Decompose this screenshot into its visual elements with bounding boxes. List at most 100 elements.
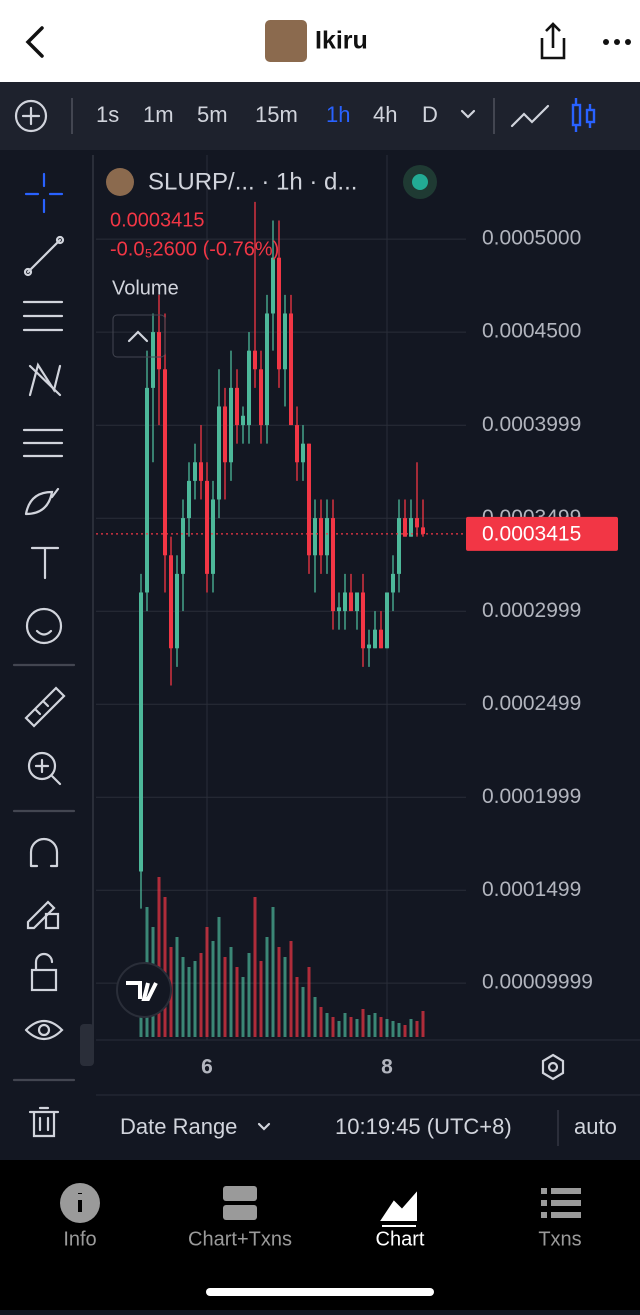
header-title: Ikiru xyxy=(315,27,368,55)
interval-dropdown[interactable] xyxy=(460,109,476,119)
volume-bar xyxy=(271,907,275,1037)
candle-body xyxy=(253,350,257,370)
header-bar xyxy=(0,0,640,82)
candle-body xyxy=(367,644,371,649)
volume-bar xyxy=(199,953,203,1037)
add-indicator[interactable] xyxy=(14,99,48,133)
volume-bar xyxy=(415,1021,419,1037)
drawing-tools xyxy=(0,150,88,1160)
candle-body xyxy=(247,350,251,426)
interval-button[interactable]: 1s xyxy=(96,102,119,127)
interval-button[interactable]: 1h xyxy=(326,102,350,127)
clock: 10:19:45 (UTC+8) xyxy=(335,1114,512,1139)
candle-body xyxy=(193,462,197,481)
date-range[interactable]: Date Range xyxy=(120,1114,237,1139)
chart-icon xyxy=(380,1191,417,1227)
volume-bar xyxy=(289,941,293,1037)
volume-bar xyxy=(217,917,221,1037)
candle-body xyxy=(355,592,359,612)
volume-bar xyxy=(385,1019,389,1037)
y-tick-label: 0.0004500 xyxy=(482,320,581,343)
volume-bar xyxy=(355,1019,359,1037)
volume-label: Volume xyxy=(112,277,179,299)
volume-bar xyxy=(205,927,209,1037)
volume-bar xyxy=(241,977,245,1037)
volume-bar xyxy=(343,1013,347,1037)
tv-logo xyxy=(116,962,172,1018)
volume-bar xyxy=(193,961,197,1037)
more-button[interactable] xyxy=(603,39,631,45)
candle-body xyxy=(205,480,209,574)
candle-body xyxy=(331,518,335,612)
candle-body xyxy=(163,369,167,556)
nav-item[interactable]: Txns xyxy=(538,1228,581,1250)
candle-body xyxy=(409,518,413,537)
volume-bar xyxy=(211,941,215,1037)
volume-bar xyxy=(373,1013,377,1037)
volume-bar xyxy=(397,1023,401,1037)
auto-scale[interactable]: auto xyxy=(574,1114,617,1139)
volume-bar xyxy=(295,977,299,1037)
candle-body xyxy=(223,406,227,463)
symbol-avatar xyxy=(106,168,134,196)
candle-body xyxy=(283,313,287,370)
candle-body xyxy=(187,480,191,519)
y-tick-label: 0.0002499 xyxy=(482,692,581,715)
volume-bar xyxy=(247,953,251,1037)
candle-body xyxy=(235,387,239,426)
candle-body xyxy=(169,555,173,649)
settings-dot xyxy=(547,1061,559,1073)
y-tick-label: 0.0001499 xyxy=(482,878,581,901)
candle-body xyxy=(397,518,401,574)
volume-bar xyxy=(277,947,281,1037)
volume-bar xyxy=(409,1019,413,1037)
date-range-chevron xyxy=(257,1122,271,1131)
volume-bar xyxy=(283,957,287,1037)
avatar xyxy=(265,20,307,62)
settings-button[interactable] xyxy=(541,1053,565,1081)
volume-bar xyxy=(403,1025,407,1037)
interval-button[interactable]: 15m xyxy=(255,102,298,127)
price-tag xyxy=(466,516,618,551)
bottom-nav xyxy=(0,1160,640,1310)
interval-button[interactable]: 1m xyxy=(143,102,174,127)
candle-chart-button[interactable] xyxy=(571,98,596,132)
tool-icons xyxy=(12,172,76,1138)
share-button[interactable] xyxy=(540,22,566,60)
candle-body xyxy=(181,518,185,574)
back-button[interactable] xyxy=(25,26,44,58)
home-indicator xyxy=(206,1288,434,1296)
volume-bar xyxy=(319,1007,323,1037)
candle-body xyxy=(259,369,263,426)
volume-bar xyxy=(229,947,233,1037)
interval-button[interactable]: 5m xyxy=(197,102,228,127)
price-tag-label: 0.0003415 xyxy=(482,522,581,545)
interval-button[interactable]: 4h xyxy=(373,102,397,127)
nav-item[interactable]: Info xyxy=(63,1228,96,1250)
candle-body xyxy=(421,527,425,534)
candle-body xyxy=(385,592,389,649)
candle-body xyxy=(151,332,155,388)
volume-bar xyxy=(301,987,305,1037)
volume-bar xyxy=(379,1017,383,1037)
candle-body xyxy=(265,313,269,426)
line-chart-button[interactable] xyxy=(510,104,550,128)
volume-bar xyxy=(367,1015,371,1037)
legend-price: 0.0003415 xyxy=(110,209,205,231)
candle-body xyxy=(319,518,323,556)
collapse-legend[interactable] xyxy=(112,314,166,358)
candle-body xyxy=(157,332,161,370)
volume-bar xyxy=(325,1013,329,1037)
candle-body xyxy=(325,518,329,556)
y-tick-label: 0.0001999 xyxy=(482,785,581,808)
volume-bar xyxy=(187,967,191,1037)
interval-button[interactable]: D xyxy=(422,102,438,127)
volume-bar xyxy=(361,1009,365,1037)
nav-item[interactable]: Chart+Txns xyxy=(188,1228,292,1250)
candle-body xyxy=(349,592,353,612)
candle-body xyxy=(361,592,365,649)
candle-body xyxy=(277,257,281,370)
collapse-toolbar[interactable] xyxy=(80,1024,94,1066)
nav-item[interactable]: Chart xyxy=(376,1228,425,1250)
